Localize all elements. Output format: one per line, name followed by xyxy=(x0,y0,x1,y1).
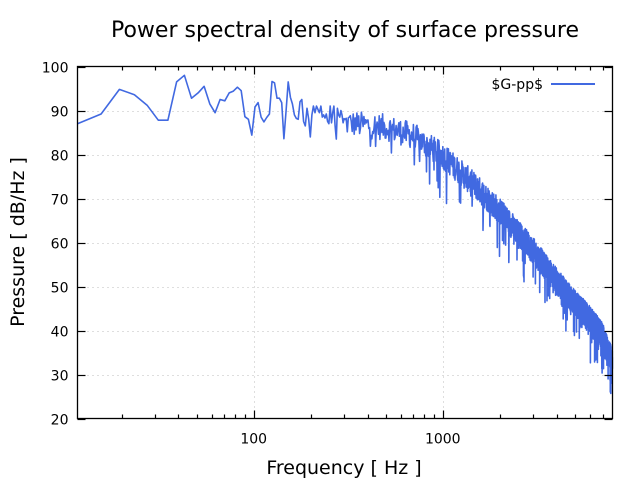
y-tick-label: 90 xyxy=(51,105,69,121)
x-tick-label: 1000 xyxy=(425,432,461,448)
y-tick-label: 30 xyxy=(51,369,69,385)
y-tick-labels: 20 30 40 50 60 70 80 90 100 xyxy=(42,61,69,429)
plot-area xyxy=(77,74,614,395)
y-tick-label: 20 xyxy=(51,413,69,429)
y-tick-label: 40 xyxy=(51,325,69,341)
legend-label: $G-pp$ xyxy=(492,77,544,93)
y-tick-label: 70 xyxy=(51,193,69,209)
x-tick-labels: 100 1000 xyxy=(240,432,460,448)
x-axis-label: Frequency [ Hz ] xyxy=(266,457,421,479)
axis-ticks xyxy=(77,66,613,421)
series-line-g-pp xyxy=(77,74,614,395)
y-tick-label: 60 xyxy=(51,237,69,253)
x-tick-label: 100 xyxy=(240,432,267,448)
chart-title: Power spectral density of surface pressu… xyxy=(111,18,579,43)
legend: $G-pp$ xyxy=(492,77,595,93)
y-tick-label: 100 xyxy=(42,61,69,77)
y-axis-label: Pressure [ dB/Hz ] xyxy=(7,157,29,327)
y-tick-label: 50 xyxy=(51,281,69,297)
y-tick-label: 80 xyxy=(51,149,69,165)
